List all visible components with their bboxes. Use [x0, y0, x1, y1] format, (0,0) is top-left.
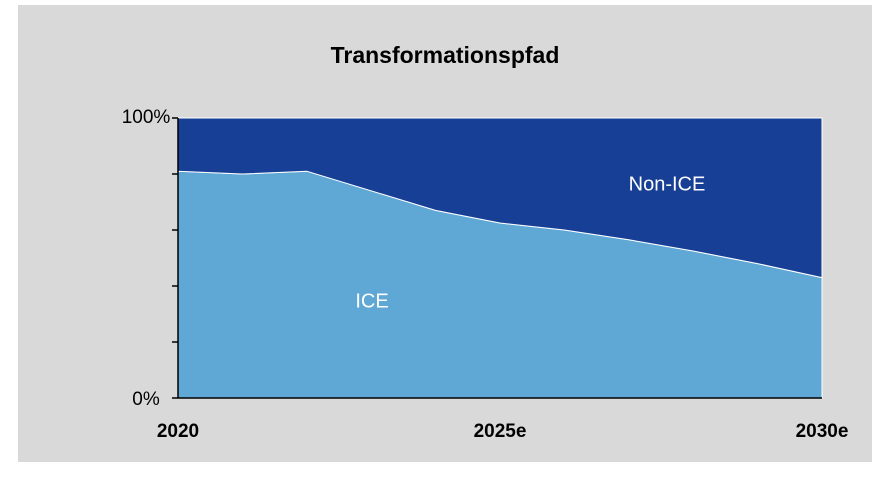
area	[177, 117, 823, 279]
series-label: ICE	[355, 290, 388, 312]
chart-title: Transformationspfad	[331, 42, 560, 68]
x-tick-label: 2020	[157, 421, 199, 442]
y-tick-label: 100%	[122, 107, 171, 128]
x-tick-label: 2025e	[474, 421, 527, 442]
y-tick-label: 0%	[132, 389, 160, 410]
series-label: Non-ICE	[629, 173, 706, 195]
x-tick-label: 2030e	[796, 421, 849, 442]
